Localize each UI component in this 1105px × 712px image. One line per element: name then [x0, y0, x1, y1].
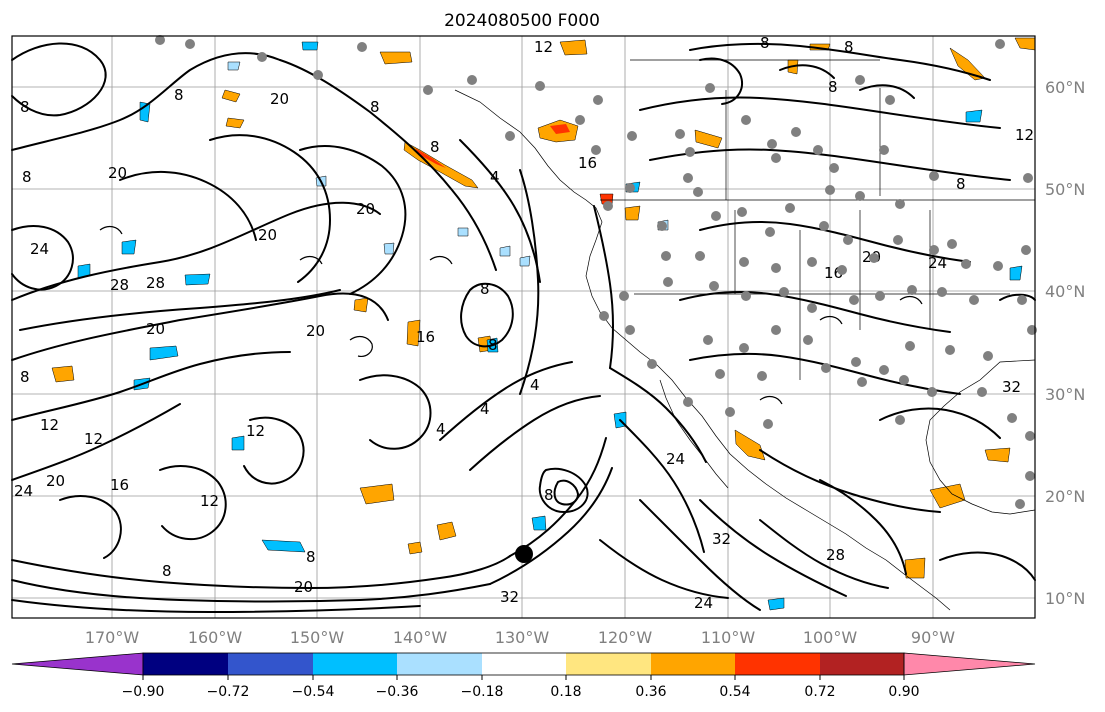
lon-tick-label: 140°W	[393, 628, 448, 647]
colorbar-tick-label: 0.72	[804, 684, 835, 700]
contour-label: 20	[258, 226, 277, 244]
contour-label: 8	[956, 175, 966, 193]
colorbar-segment	[566, 653, 651, 675]
contour-label: 12	[1015, 126, 1034, 144]
contour-label: 16	[578, 154, 597, 172]
contour-label: 28	[826, 546, 845, 564]
latitude-labels: 60°N 50°N 40°N 30°N 20°N 10°N	[1045, 78, 1085, 608]
contour-label: 12	[246, 422, 265, 440]
contour-label: 24	[14, 482, 33, 500]
contour-label: 16	[110, 476, 129, 494]
colorbar-tick-label: −0.90	[122, 684, 165, 700]
lon-tick-label: 170°W	[85, 628, 140, 647]
contour-label: 8	[844, 38, 854, 56]
contour-label: 8	[828, 78, 838, 96]
contour-label: 32	[712, 530, 731, 548]
lon-tick-label: 130°W	[495, 628, 550, 647]
contour-lines	[11, 42, 1036, 613]
contour-label: 4	[490, 168, 500, 186]
contour-label: 8	[20, 98, 30, 116]
contour-label: 24	[666, 450, 685, 468]
contour-label: 28	[110, 276, 129, 294]
lon-tick-label: 160°W	[188, 628, 243, 647]
colorbar-tick-label: 0.18	[550, 684, 581, 700]
contour-label: 8	[370, 98, 380, 116]
colorbar-tick-label: 0.54	[719, 684, 750, 700]
contour-label: 8	[430, 138, 440, 156]
contour-label: 20	[356, 200, 375, 218]
contour-label: 20	[108, 164, 127, 182]
station-markers	[155, 35, 1037, 509]
coastlines-and-borders	[454, 59, 1036, 611]
colorbar-segment	[228, 653, 313, 675]
colorbar-segment	[313, 653, 397, 675]
lat-tick-label: 40°N	[1045, 282, 1085, 301]
lat-tick-label: 20°N	[1045, 487, 1085, 506]
figure-title: 2024080500 F000	[444, 11, 600, 31]
colorbar: −0.90 −0.72 −0.54 −0.36 −0.18 0.18 0.36 …	[11, 652, 1036, 700]
colorbar-segment	[143, 653, 228, 675]
colorbar-segment	[397, 653, 482, 675]
colorbar-tick-label: 0.90	[888, 684, 919, 700]
contour-label: 8	[480, 280, 490, 298]
colorbar-segment	[735, 653, 820, 675]
contour-label: 8	[306, 548, 316, 566]
contour-label: 8	[162, 562, 172, 580]
contour-label: 24	[30, 240, 49, 258]
lat-tick-label: 50°N	[1045, 180, 1085, 199]
colorbar-extend-low	[11, 652, 144, 676]
contour-label: 12	[200, 492, 219, 510]
lon-tick-label: 100°W	[803, 628, 858, 647]
graticule	[12, 36, 1035, 618]
lat-tick-label: 60°N	[1045, 78, 1085, 97]
contour-label: 8	[22, 168, 32, 186]
colorbar-tick-label: 0.36	[635, 684, 666, 700]
contour-label: 8	[544, 486, 554, 504]
contour-label: 4	[530, 376, 540, 394]
contour-label: 28	[146, 274, 165, 292]
contour-label: 12	[84, 430, 103, 448]
contour-label: 24	[694, 594, 713, 612]
colorbar-segment	[651, 653, 735, 675]
contour-label: 12	[534, 38, 553, 56]
contour-label: 20	[46, 472, 65, 490]
lat-tick-label: 30°N	[1045, 385, 1085, 404]
contour-label: 8	[760, 34, 770, 52]
contour-label: 8	[20, 368, 30, 386]
lon-tick-label: 150°W	[290, 628, 345, 647]
contour-label: 20	[294, 578, 313, 596]
contour-label: 32	[1002, 378, 1021, 396]
contour-label: 32	[500, 588, 519, 606]
contour-label: 8	[488, 336, 498, 354]
contour-label: 24	[928, 254, 947, 272]
lon-tick-label: 90°W	[911, 628, 955, 647]
colorbar-tick-label: −0.36	[376, 684, 419, 700]
contour-label: 20	[270, 90, 289, 108]
longitude-labels: 170°W 160°W 150°W 140°W 130°W 120°W 110°…	[85, 628, 955, 647]
contour-label: 20	[306, 322, 325, 340]
colorbar-tick-label: −0.54	[292, 684, 335, 700]
contour-label: 4	[436, 420, 446, 438]
storm-center-marker	[515, 545, 533, 563]
map-panel: 8 8 8 8 8 8 8 8 8 8 8 8 8 8 8 12 12 12 1…	[11, 34, 1037, 619]
colorbar-segment	[482, 653, 566, 675]
lon-tick-label: 120°W	[598, 628, 653, 647]
contour-label: 20	[146, 320, 165, 338]
lon-tick-label: 110°W	[701, 628, 756, 647]
map-frame	[11, 35, 1036, 619]
colorbar-tick-label: −0.18	[461, 684, 504, 700]
colorbar-segment	[820, 653, 904, 675]
colorbar-tick-label: −0.72	[207, 684, 250, 700]
colorbar-extend-high	[903, 652, 1036, 676]
contour-label: 4	[480, 400, 490, 418]
lat-tick-label: 10°N	[1045, 589, 1085, 608]
contour-label: 12	[40, 416, 59, 434]
contour-label: 16	[416, 328, 435, 346]
contour-label: 8	[174, 86, 184, 104]
contour-labels: 8 8 8 8 8 8 8 8 8 8 8 8 8 8 8 12 12 12 1…	[14, 34, 1034, 612]
